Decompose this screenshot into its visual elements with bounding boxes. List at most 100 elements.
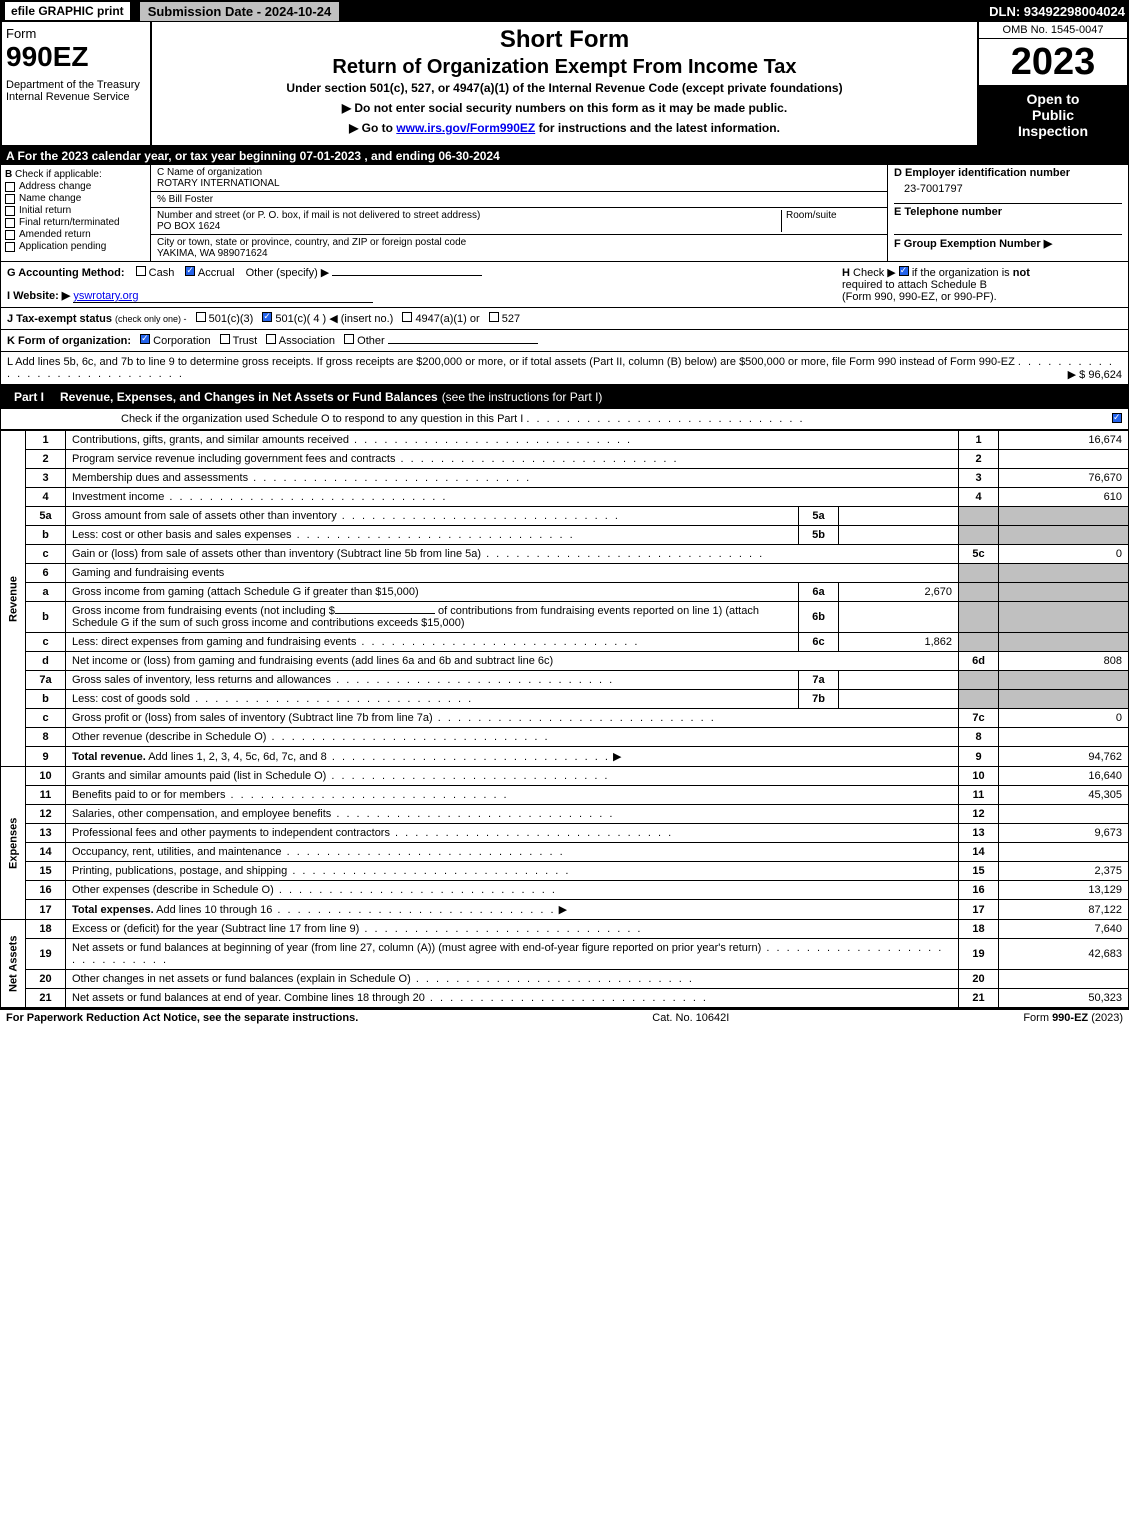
room-label: Room/suite xyxy=(781,210,881,232)
part-i-table: Revenue 1 Contributions, gifts, grants, … xyxy=(0,430,1129,1008)
section-gh-row: G Accounting Method: Cash Accrual Other … xyxy=(0,262,1129,308)
efile-print-button[interactable]: efile GRAPHIC print xyxy=(4,1,131,21)
section-j: J Tax-exempt status (check only one) - 5… xyxy=(0,308,1129,330)
section-h: H Check ▶ if the organization is not req… xyxy=(842,266,1122,303)
goto-suffix: for instructions and the latest informat… xyxy=(535,121,780,135)
part-i-label: Part I xyxy=(6,388,52,406)
form-number: 990EZ xyxy=(6,41,146,73)
line-16: 16 Other expenses (describe in Schedule … xyxy=(1,881,1129,900)
open-inspection-box: Open to Public Inspection xyxy=(979,85,1127,145)
line-9: 9 Total revenue. Add lines 1, 2, 3, 4, 5… xyxy=(1,747,1129,767)
header-right: OMB No. 1545-0047 2023 Open to Public In… xyxy=(977,22,1127,145)
checkbox-501c3[interactable] xyxy=(196,312,206,322)
form-ref: Form 990-EZ (2023) xyxy=(1023,1012,1123,1024)
line-13: 13 Professional fees and other payments … xyxy=(1,824,1129,843)
checkbox-icon xyxy=(5,242,15,252)
check-name-change[interactable]: Name change xyxy=(5,193,146,204)
line-5c: c Gain or (loss) from sale of assets oth… xyxy=(1,545,1129,564)
line-19: 19 Net assets or fund balances at beginn… xyxy=(1,939,1129,970)
check-final-return[interactable]: Final return/terminated xyxy=(5,217,146,228)
check-amended-return[interactable]: Amended return xyxy=(5,229,146,240)
form-org-label: K Form of organization: xyxy=(7,335,131,347)
city-value: YAKIMA, WA 989071624 xyxy=(157,248,881,259)
city-block: City or town, state or province, country… xyxy=(151,235,887,261)
line-6: 6 Gaming and fundraising events xyxy=(1,564,1129,583)
org-name: ROTARY INTERNATIONAL xyxy=(157,178,881,189)
line-10: Expenses 10 Grants and similar amounts p… xyxy=(1,767,1129,786)
line-6d: d Net income or (loss) from gaming and f… xyxy=(1,652,1129,671)
section-l-text: L Add lines 5b, 6c, and 7b to line 9 to … xyxy=(7,356,1015,368)
group-exemption-label: F Group Exemption Number ▶ xyxy=(894,234,1122,250)
line-17: 17 Total expenses. Add lines 10 through … xyxy=(1,900,1129,920)
checkbox-trust[interactable] xyxy=(220,334,230,344)
check-address-change[interactable]: Address change xyxy=(5,181,146,192)
section-c: C Name of organization ROTARY INTERNATIO… xyxy=(151,165,888,261)
top-bar: efile GRAPHIC print Submission Date - 20… xyxy=(0,0,1129,22)
submission-date: Submission Date - 2024-10-24 xyxy=(139,1,341,22)
line-1: Revenue 1 Contributions, gifts, grants, … xyxy=(1,431,1129,450)
irs-label: Internal Revenue Service xyxy=(6,91,146,103)
form-header: Form 990EZ Department of the Treasury In… xyxy=(0,22,1129,147)
dots-icon xyxy=(526,413,804,425)
other-org-line xyxy=(388,343,538,344)
return-title: Return of Organization Exempt From Incom… xyxy=(160,56,969,79)
street-label: Number and street (or P. O. box, if mail… xyxy=(157,210,781,221)
line-21: 21 Net assets or fund balances at end of… xyxy=(1,989,1129,1008)
org-name-label: C Name of organization xyxy=(157,167,881,178)
section-k: K Form of organization: Corporation Trus… xyxy=(0,330,1129,352)
netassets-vertical-label: Net Assets xyxy=(1,920,26,1008)
line-6a: a Gross income from gaming (attach Sched… xyxy=(1,583,1129,602)
top-bar-left: efile GRAPHIC print Submission Date - 20… xyxy=(4,1,340,22)
checkbox-cash[interactable] xyxy=(136,266,146,276)
checkbox-icon xyxy=(5,230,15,240)
check-initial-return[interactable]: Initial return xyxy=(5,205,146,216)
checkbox-527[interactable] xyxy=(489,312,499,322)
line-12: 12 Salaries, other compensation, and emp… xyxy=(1,805,1129,824)
website-link[interactable]: yswrotary.org xyxy=(73,290,373,303)
checkbox-accrual[interactable] xyxy=(185,266,195,276)
telephone-label: E Telephone number xyxy=(894,203,1122,218)
section-a: A For the 2023 calendar year, or tax yea… xyxy=(0,147,1129,165)
public: Public xyxy=(983,107,1123,123)
line-15: 15 Printing, publications, postage, and … xyxy=(1,862,1129,881)
goto-line: ▶ Go to www.irs.gov/Form990EZ for instru… xyxy=(160,121,969,135)
line-7c: c Gross profit or (loss) from sales of i… xyxy=(1,709,1129,728)
checkbox-schedule-b[interactable] xyxy=(899,266,909,276)
line-20: 20 Other changes in net assets or fund b… xyxy=(1,970,1129,989)
ein-label: D Employer identification number xyxy=(894,167,1122,179)
checkbox-4947[interactable] xyxy=(402,312,412,322)
checkbox-501c[interactable] xyxy=(262,312,272,322)
part-i-title: Revenue, Expenses, and Changes in Net As… xyxy=(60,390,438,404)
other-specify-line xyxy=(332,275,482,276)
street-inner: Number and street (or P. O. box, if mail… xyxy=(157,210,781,232)
checkbox-icon xyxy=(5,218,15,228)
checkbox-corporation[interactable] xyxy=(140,334,150,344)
street-block: Number and street (or P. O. box, if mail… xyxy=(151,208,887,235)
checkbox-icon xyxy=(5,194,15,204)
part-i-header: Part I Revenue, Expenses, and Changes in… xyxy=(0,385,1129,409)
line-5b: b Less: cost or other basis and sales ex… xyxy=(1,526,1129,545)
line-11: 11 Benefits paid to or for members 11 45… xyxy=(1,786,1129,805)
tax-exempt-label: J Tax-exempt status xyxy=(7,313,112,325)
line-5a: 5a Gross amount from sale of assets othe… xyxy=(1,507,1129,526)
section-g: G Accounting Method: Cash Accrual Other … xyxy=(7,266,842,303)
header-center: Short Form Return of Organization Exempt… xyxy=(152,22,977,145)
line-7a: 7a Gross sales of inventory, less return… xyxy=(1,671,1129,690)
checkbox-other-org[interactable] xyxy=(344,334,354,344)
part-i-check-line: Check if the organization used Schedule … xyxy=(0,409,1129,430)
checkbox-association[interactable] xyxy=(266,334,276,344)
goto-link[interactable]: www.irs.gov/Form990EZ xyxy=(396,121,535,135)
revenue-vertical-label: Revenue xyxy=(1,431,26,767)
pct-line: % Bill Foster xyxy=(151,192,887,208)
website-label: I Website: ▶ xyxy=(7,290,70,302)
omb-number: OMB No. 1545-0047 xyxy=(979,22,1127,39)
dept-treasury: Department of the Treasury xyxy=(6,79,146,91)
line-6c: c Less: direct expenses from gaming and … xyxy=(1,633,1129,652)
check-application-pending[interactable]: Application pending xyxy=(5,241,146,252)
section-b: B Check if applicable: Address change Na… xyxy=(1,165,151,261)
section-b-label: B Check if applicable: xyxy=(5,169,146,180)
ein-value: 23-7001797 xyxy=(904,183,1122,195)
paperwork-notice: For Paperwork Reduction Act Notice, see … xyxy=(6,1012,358,1024)
checkbox-schedule-o[interactable] xyxy=(1112,413,1122,423)
no-ssn-line: ▶ Do not enter social security numbers o… xyxy=(160,101,969,115)
